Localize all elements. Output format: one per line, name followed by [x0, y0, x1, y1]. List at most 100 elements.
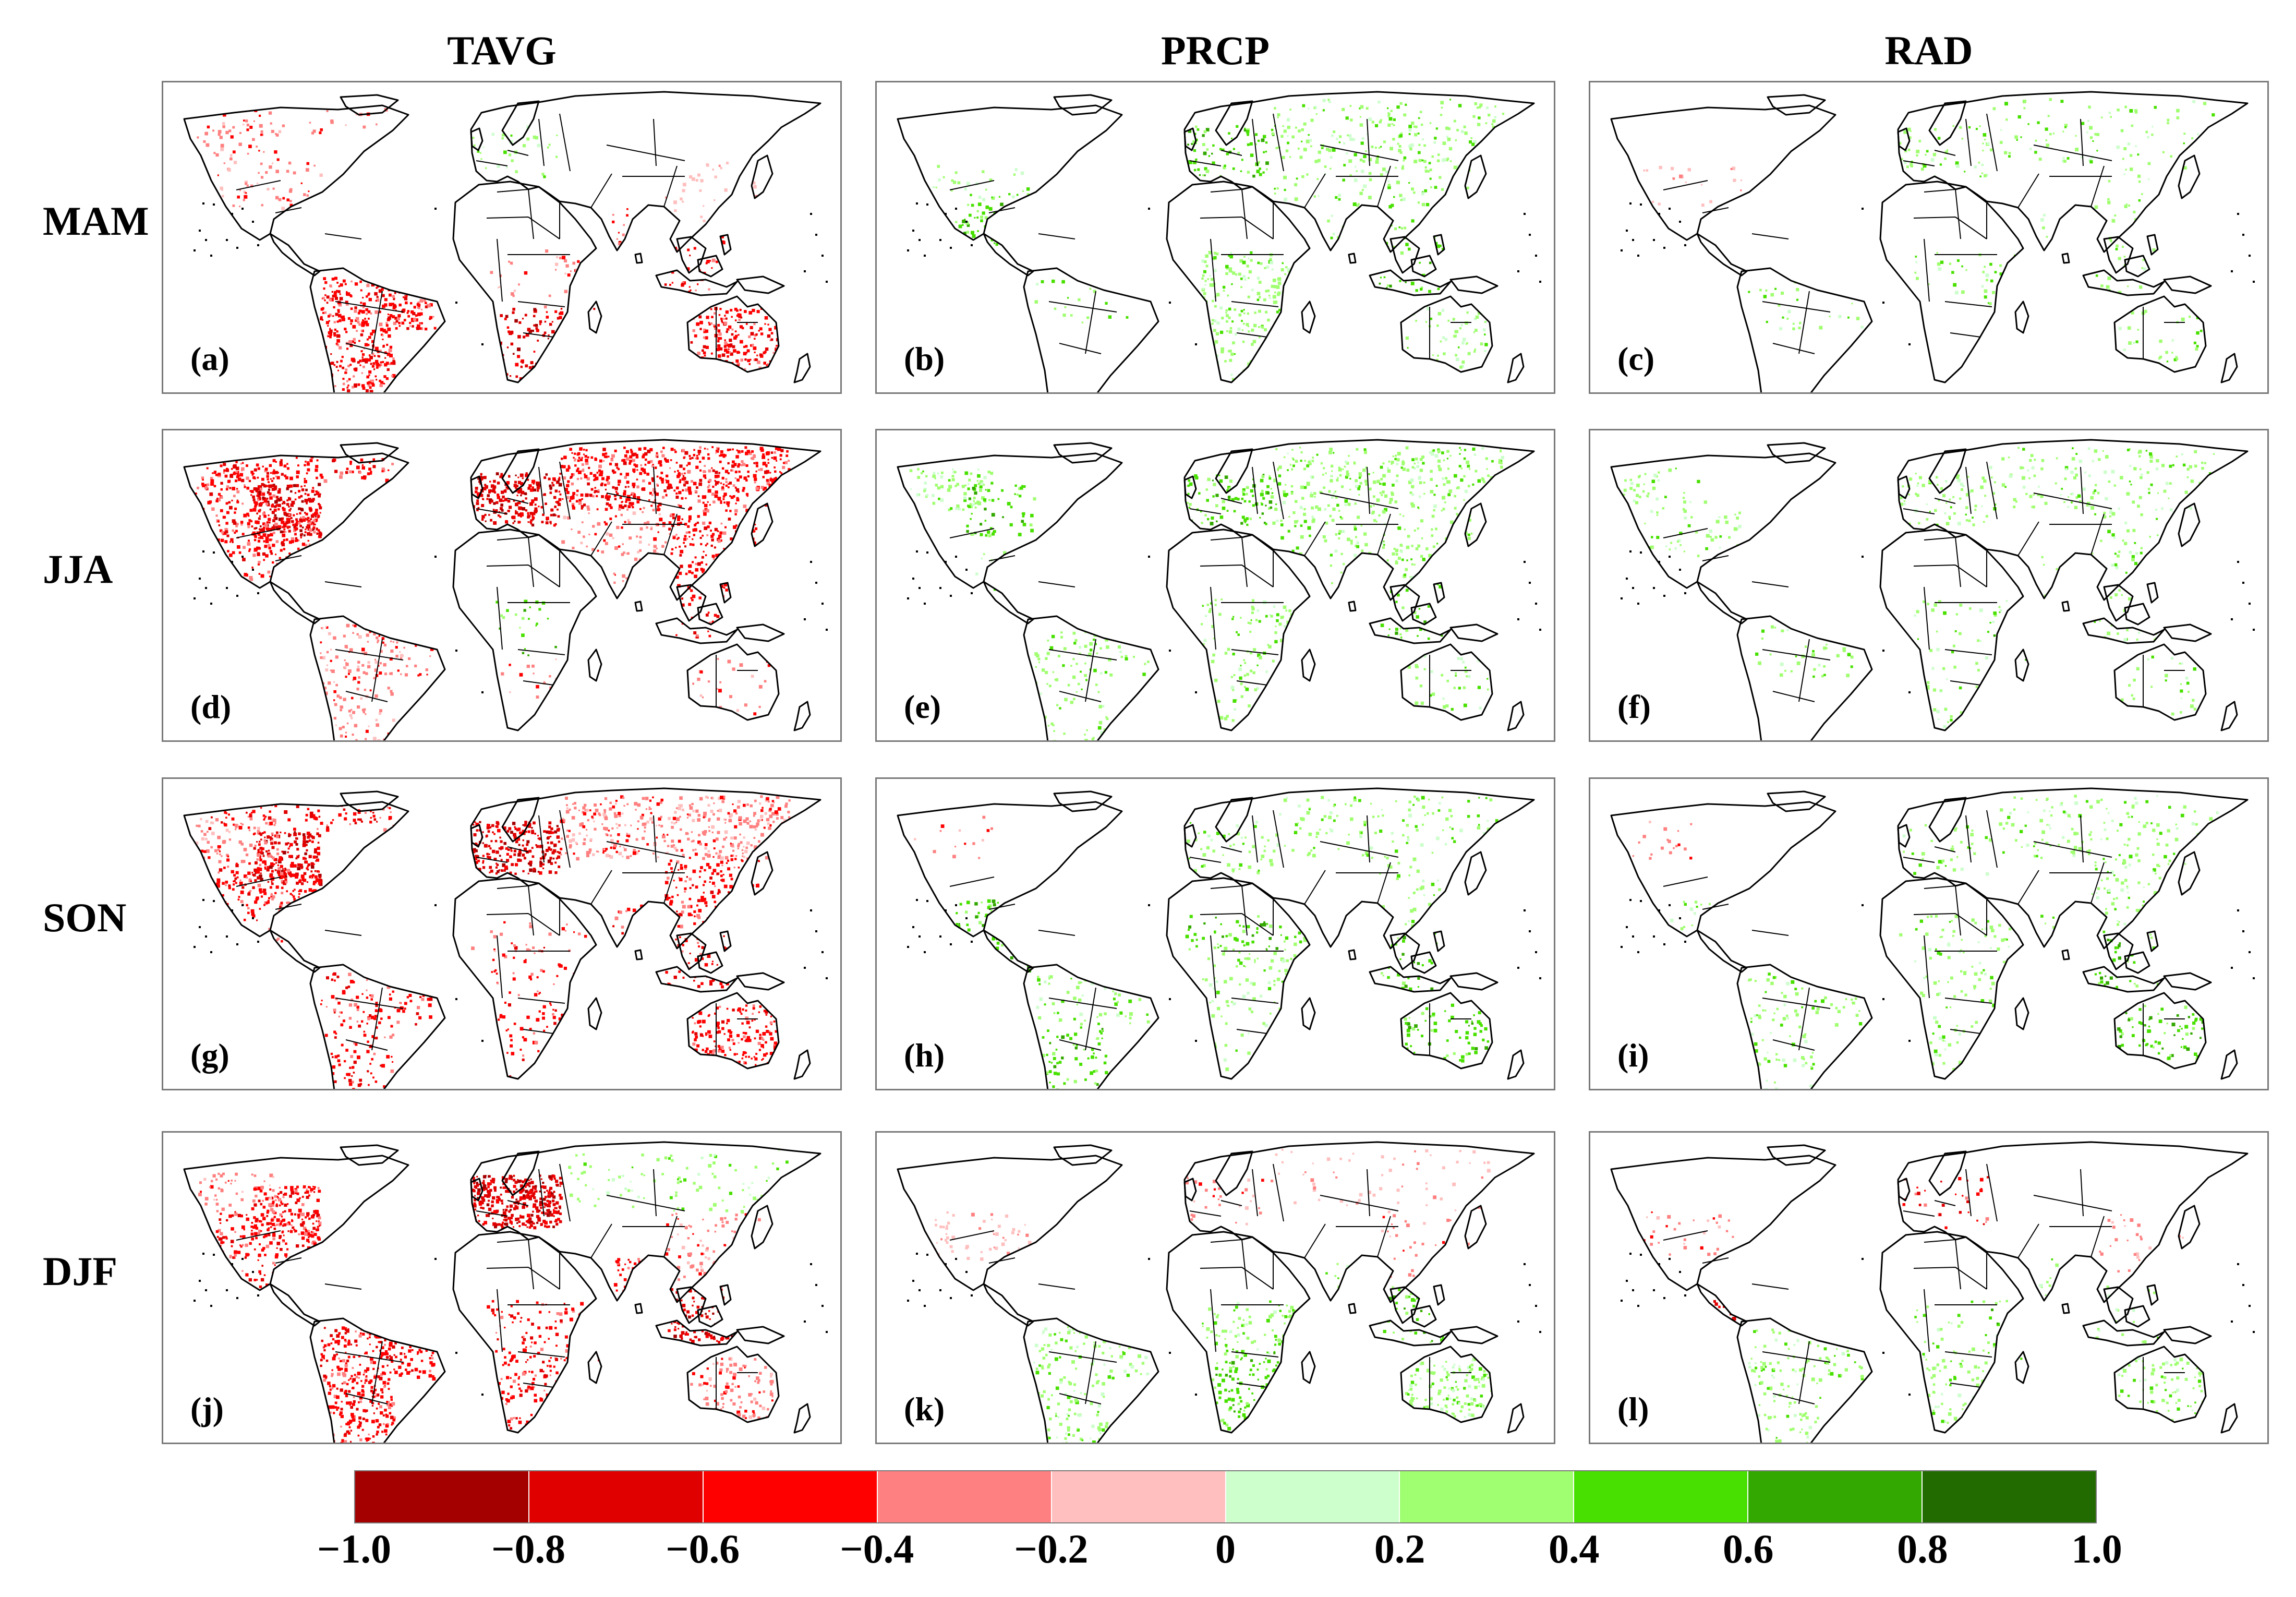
landmass-eurasia — [1183, 91, 1535, 253]
landmass-britain — [1183, 824, 1197, 848]
landmass-indonesia — [655, 269, 738, 296]
landmass-japan — [2178, 154, 2201, 199]
landmass-borneo — [2124, 603, 2150, 626]
map-panel-tavg: (a) — [162, 81, 842, 394]
landmass-australia — [2113, 1346, 2207, 1423]
anomaly-pattern — [909, 795, 1505, 1089]
small-islands — [907, 202, 1541, 345]
landmass-japan — [1464, 851, 1487, 896]
country-outlines — [183, 787, 821, 1089]
panel-tag: (b) — [904, 340, 945, 377]
landmass-eurasia — [1897, 1141, 2249, 1303]
world-map — [1610, 1141, 2255, 1443]
colorbar-segment — [1748, 1471, 1923, 1522]
landmass-newzealand — [1507, 353, 1525, 383]
landmass-newguinea — [2163, 275, 2212, 294]
map-panel-tavg: (d) — [162, 429, 842, 742]
landmass-srilanka — [1348, 601, 1357, 612]
small-islands — [194, 550, 828, 693]
small-islands — [907, 550, 1541, 693]
landmass-madagascar — [587, 1351, 602, 1384]
landmass-newzealand — [793, 701, 811, 731]
landmass-samerica — [309, 615, 446, 740]
landmass-philippines — [719, 930, 732, 952]
landmass-newzealand — [2220, 1403, 2238, 1434]
column-header-rad: RAD — [1884, 28, 1973, 73]
landmass-indochina — [676, 584, 707, 622]
landmass-greenland — [1053, 790, 1113, 812]
panel-tag: (h) — [904, 1037, 945, 1074]
landmass-newguinea — [2163, 623, 2212, 642]
country-borders — [949, 1163, 1471, 1409]
landmass-newguinea — [736, 275, 785, 294]
landmass-srilanka — [2061, 601, 2070, 612]
landmass-namerica — [183, 801, 409, 938]
column-header-tavg: TAVG — [447, 28, 557, 73]
landmass-borneo — [697, 1305, 723, 1328]
landmass-greenland — [340, 94, 399, 116]
country-outlines — [897, 439, 1535, 740]
landmass-africa — [1879, 529, 2024, 731]
colorbar-segment — [1574, 1471, 1749, 1522]
landmass-madagascar — [2014, 997, 2029, 1030]
landmass-camerica — [269, 581, 321, 625]
colorbar-segment — [877, 1471, 1052, 1522]
landmass-africa — [452, 181, 597, 383]
world-map — [897, 1141, 1541, 1443]
anomaly-pattern — [197, 107, 781, 392]
landmass-newguinea — [1449, 972, 1499, 991]
landmass-japan — [2178, 851, 2201, 896]
landmass-namerica — [1610, 452, 1836, 589]
landmass-samerica — [1023, 615, 1159, 740]
landmass-indochina — [676, 236, 707, 274]
landmass-samerica — [309, 267, 446, 392]
landmass-namerica — [1610, 801, 1836, 938]
landmass-srilanka — [634, 253, 643, 264]
small-islands — [1621, 550, 2255, 693]
landmass-namerica — [183, 452, 409, 589]
landmass-srilanka — [1348, 1303, 1357, 1314]
landmass-scandinavia — [501, 1150, 540, 1196]
landmass-africa — [1166, 877, 1311, 1080]
row-label: MAM — [43, 198, 149, 244]
landmass-britain — [1897, 824, 1911, 848]
colorbar-segment — [703, 1471, 878, 1522]
landmass-australia — [1400, 295, 1493, 373]
landmass-greenland — [340, 442, 399, 464]
small-islands — [1621, 202, 2255, 345]
landmass-britain — [470, 475, 484, 499]
landmass-madagascar — [1301, 1351, 1316, 1384]
landmass-camerica — [269, 233, 321, 277]
landmass-indonesia — [655, 1319, 738, 1347]
landmass-newguinea — [736, 623, 785, 642]
colorbar-segment — [1226, 1471, 1400, 1522]
landmass-greenland — [1767, 442, 1826, 464]
landmass-africa — [452, 1231, 597, 1434]
colorbar-tick-label: 0 — [1215, 1526, 1236, 1571]
landmass-indonesia — [2082, 1319, 2165, 1347]
landmass-africa — [1166, 529, 1311, 731]
row-label: DJF — [43, 1248, 117, 1294]
colorbar-tick-label: −0.8 — [491, 1526, 566, 1571]
landmass-scandinavia — [501, 797, 540, 843]
landmass-samerica — [309, 1317, 446, 1443]
landmass-africa — [452, 529, 597, 731]
landmass-eurasia — [1183, 787, 1535, 950]
country-outlines — [183, 1141, 821, 1443]
landmass-namerica — [183, 104, 409, 241]
landmass-borneo — [1410, 951, 1437, 974]
country-borders — [949, 113, 1471, 359]
landmass-samerica — [1023, 964, 1159, 1089]
landmass-britain — [470, 1178, 484, 1202]
landmass-indonesia — [655, 617, 738, 644]
landmass-newguinea — [1449, 1326, 1499, 1344]
world-map — [1610, 787, 2255, 1089]
landmass-japan — [1464, 1205, 1487, 1250]
panel-tag: (j) — [190, 1390, 224, 1427]
landmass-eurasia — [470, 787, 821, 950]
landmass-australia — [1400, 992, 1493, 1070]
panel-tag: (c) — [1617, 340, 1655, 377]
landmass-britain — [470, 824, 484, 848]
landmass-philippines — [1433, 582, 1445, 604]
landmass-indonesia — [1369, 617, 1452, 644]
